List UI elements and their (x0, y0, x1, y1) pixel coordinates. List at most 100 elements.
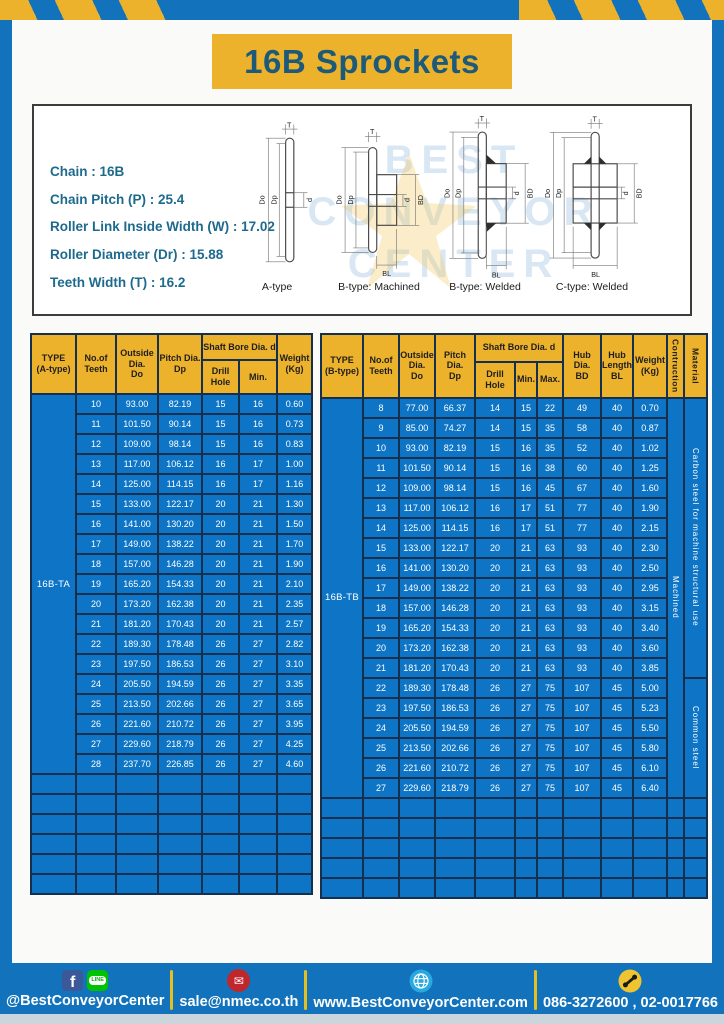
footer-website: www.BestConveyorCenter.com (313, 969, 528, 1011)
table-b: TYPE (B-type) No.of Teeth Outside Dia. D… (320, 333, 709, 899)
table-row: 22 189.30 178.48 26 27 2.82 (31, 633, 314, 655)
table-cell: 15 (514, 396, 539, 419)
table-row: 11 101.50 90.14 15 16 38 60 40 1.25 (321, 456, 707, 479)
table-cell (562, 876, 603, 899)
table-cell: 149.00 (398, 576, 437, 599)
table-cell: 27 (362, 776, 401, 799)
table-cell: 162.38 (157, 593, 203, 615)
table-cell: 16 (514, 456, 539, 479)
table-cell: 93.00 (115, 393, 159, 415)
table-cell: 5.50 (632, 716, 669, 739)
table-row: 20 173.20 162.38 20 21 2.35 (31, 593, 314, 615)
col-header-shaft-bore: Shaft Bore Dia. d (200, 333, 279, 361)
col-header-outside-dia: Outside Dia. Do (398, 333, 437, 399)
table-row: 17 149.00 138.22 20 21 63 93 40 2.95 (321, 576, 707, 599)
table-cell (75, 873, 117, 895)
table-cell: 15 (474, 436, 517, 459)
diagram-row: T Do Dp d A-type (229, 114, 645, 293)
table-cell: 63 (536, 596, 565, 619)
table-cell: 98.14 (157, 433, 203, 455)
social-handle-label: @BestConveyorCenter (6, 993, 165, 1009)
table-cell: 45 (600, 756, 635, 779)
table-cell (30, 793, 77, 815)
table-cell (562, 796, 603, 819)
table-b-header: TYPE (B-type) No.of Teeth Outside Dia. D… (320, 333, 709, 399)
table-cell: 229.60 (398, 776, 437, 799)
table-cell: 40 (600, 536, 635, 559)
sprocket-b-machined-drawing-icon: T Do Dp d BD BL (334, 127, 424, 278)
table-cell: 27 (514, 676, 539, 699)
table-cell (115, 813, 159, 835)
col-header-construction: Contruction (666, 333, 686, 399)
spec-line: Teeth Width (T) : 16.2 (50, 274, 186, 290)
table-cell: 194.59 (157, 673, 203, 695)
table-cell (683, 856, 709, 879)
col-header-hub-length: Hub Length BL (600, 333, 635, 399)
table-row: 20 173.20 162.38 20 21 63 93 40 3.60 (321, 636, 707, 659)
table-cell: 154.33 (157, 573, 203, 595)
table-cell (632, 856, 669, 879)
table-cell (474, 796, 517, 819)
table-cell: 27 (237, 733, 279, 755)
table-cell: 6.10 (632, 756, 669, 779)
spec-list: Chain : 16B Chain Pitch (P) : 25.4 Rolle… (50, 158, 275, 296)
table-cell: 17 (514, 516, 539, 539)
table-cell (320, 876, 365, 899)
table-cell: 75 (536, 676, 565, 699)
table-cell: 9 (362, 416, 401, 439)
table-row: 16 141.00 130.20 20 21 63 93 40 2.50 (321, 556, 707, 579)
table-cell: 82.19 (157, 393, 203, 415)
table-cell (632, 816, 669, 839)
table-cell (632, 836, 669, 859)
table-cell: 146.28 (434, 596, 477, 619)
table-cell: 45 (600, 716, 635, 739)
table-cell: 186.53 (434, 696, 477, 719)
table-cell (237, 773, 279, 795)
table-cell (201, 833, 240, 855)
table-cell: 107 (562, 736, 603, 759)
table-cell: 122.17 (434, 536, 477, 559)
table-cell (115, 793, 159, 815)
table-cell: 27 (237, 713, 279, 735)
table-cell: 170.43 (157, 613, 203, 635)
table-cell: 125.00 (115, 473, 159, 495)
table-row: 15 133.00 122.17 20 21 63 93 40 2.30 (321, 536, 707, 559)
table-cell: 93 (562, 656, 603, 679)
table-cell: 26 (201, 753, 240, 775)
email-label: sale@nmec.co.th (179, 994, 299, 1010)
table-cell (632, 796, 669, 819)
table-cell: 2.82 (276, 633, 314, 655)
table-cell: 27 (514, 696, 539, 719)
col-header-pitch-dia: Pitch Dia. Dp (157, 333, 203, 395)
table-cell (514, 816, 539, 839)
table-cell: 22 (362, 676, 401, 699)
table-cell: 26 (75, 713, 117, 735)
table-cell: 229.60 (115, 733, 159, 755)
hazard-stripe-band (0, 0, 724, 20)
diagram-caption: B-type: Welded (449, 281, 521, 293)
table-cell (683, 836, 709, 859)
table-cell: 2.57 (276, 613, 314, 635)
table-cell: 173.20 (115, 593, 159, 615)
table-cell: 6.40 (632, 776, 669, 799)
table-cell (30, 833, 77, 855)
table-cell: 75 (536, 716, 565, 739)
empty-row (30, 773, 314, 795)
table-cell: 26 (201, 633, 240, 655)
table-cell: 2.35 (276, 593, 314, 615)
table-cell: 27 (237, 633, 279, 655)
table-cell: 18 (362, 596, 401, 619)
table-cell: 93.00 (398, 436, 437, 459)
table-cell (276, 773, 314, 795)
table-cell: 14 (474, 416, 517, 439)
table-row: 10 93.00 82.19 15 16 35 52 40 1.02 (321, 436, 707, 459)
table-cell (362, 876, 401, 899)
table-cell: 16 (75, 513, 117, 535)
table-cell: 0.60 (276, 393, 314, 415)
table-row: 13 117.00 106.12 16 17 1.00 (31, 453, 314, 475)
table-cell: 210.72 (157, 713, 203, 735)
table-cell (362, 856, 401, 879)
table-cell: 20 (474, 536, 517, 559)
table-cell (157, 773, 203, 795)
table-cell (398, 816, 437, 839)
